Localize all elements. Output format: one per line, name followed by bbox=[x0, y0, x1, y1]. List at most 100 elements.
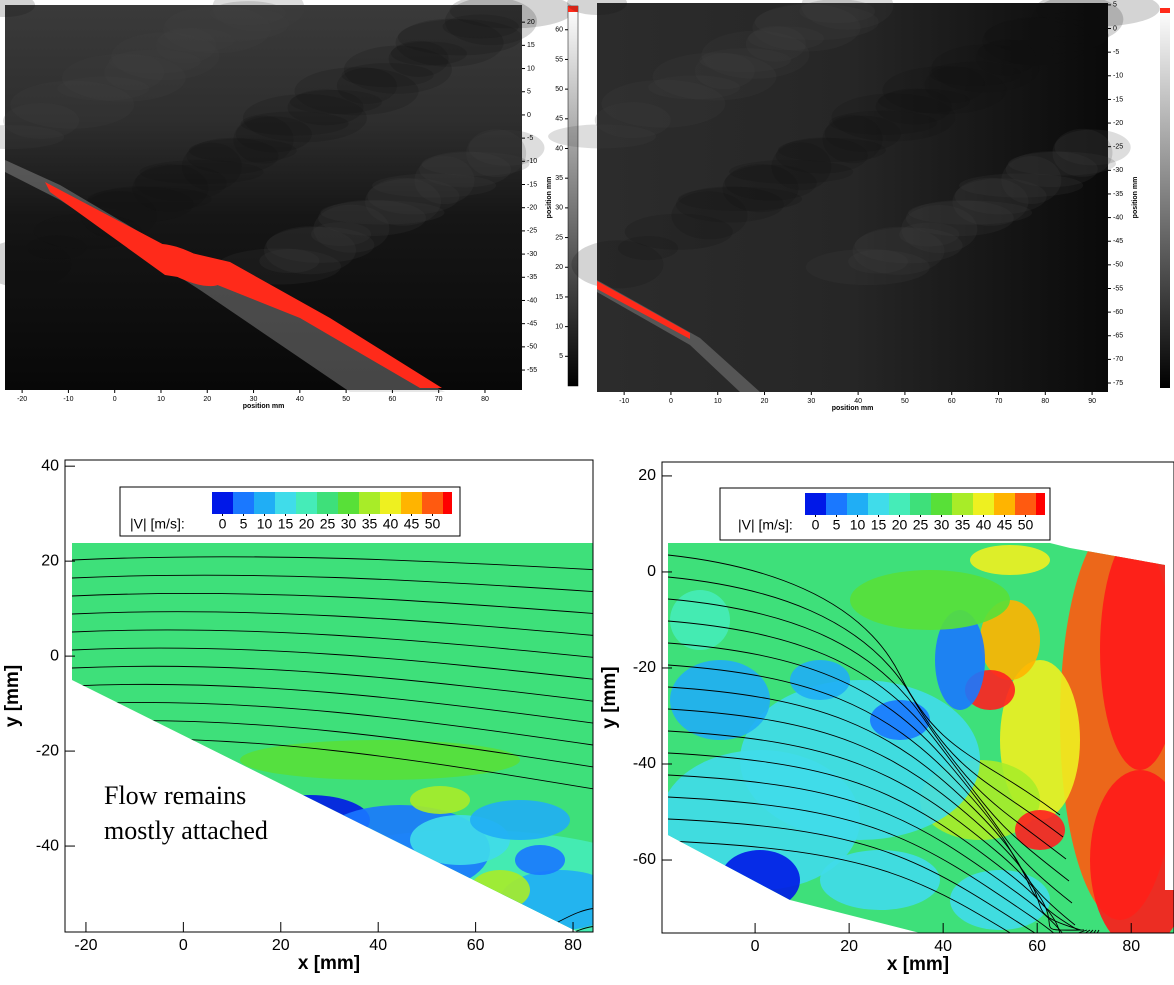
colorbar-tick-label: 10 bbox=[257, 516, 273, 532]
x-tick-label: 30 bbox=[807, 398, 815, 405]
y-tick-label: -40 bbox=[1113, 214, 1123, 221]
y-tick-label: -55 bbox=[1113, 285, 1123, 292]
contour-region bbox=[240, 740, 520, 780]
y-tick-label: 0 bbox=[647, 563, 656, 580]
x-tick-label: 0 bbox=[669, 398, 673, 405]
contour-region bbox=[1015, 810, 1065, 850]
y-tick-label: -40 bbox=[527, 297, 537, 304]
colorbar-tick-label: 35 bbox=[362, 516, 378, 532]
contour-region bbox=[870, 700, 930, 740]
y-axis-label: position mm bbox=[546, 177, 553, 219]
colorbar-top bbox=[1036, 493, 1045, 515]
y-axis-label: position mm bbox=[1132, 177, 1139, 219]
x-axis-label: position mm bbox=[832, 405, 874, 412]
texture bbox=[571, 240, 663, 288]
y-tick-label: -60 bbox=[633, 851, 656, 868]
texture bbox=[806, 249, 930, 285]
colorbar-bin bbox=[994, 493, 1015, 515]
colorbar-bin bbox=[254, 492, 275, 514]
x-tick-label: 40 bbox=[854, 398, 862, 405]
y-tick-label: -20 bbox=[1113, 120, 1123, 127]
colorbar-tick-label: 25 bbox=[320, 516, 336, 532]
y-tick-label: 15 bbox=[527, 42, 535, 49]
colorbar-bin bbox=[212, 492, 233, 514]
colorbar-bin bbox=[296, 492, 317, 514]
colorbar-tick-label: 30 bbox=[555, 205, 563, 212]
y-tick-label: -20 bbox=[633, 659, 656, 676]
y-tick-label: 20 bbox=[527, 19, 535, 26]
colorbar-tick-label: 20 bbox=[892, 517, 908, 533]
contour-region bbox=[970, 545, 1050, 575]
y-tick-label: -70 bbox=[1113, 356, 1123, 363]
y-tick-label: -15 bbox=[1113, 96, 1123, 103]
colorbar-bin bbox=[805, 493, 826, 515]
velocity-field bbox=[65, 460, 670, 974]
colorbar-bin bbox=[380, 492, 401, 514]
contour-region bbox=[670, 590, 730, 650]
annotation: Flow remains mostly attached bbox=[104, 778, 304, 848]
colorbar-tick-label: 35 bbox=[555, 175, 563, 182]
colorbar-tick-label: 40 bbox=[976, 517, 992, 533]
colorbar-bin bbox=[275, 492, 296, 514]
colorbar-label: |V| [m/s]: bbox=[130, 516, 185, 532]
colorbar-tick-label: 5 bbox=[240, 516, 248, 532]
colorbar-tick-label: 50 bbox=[425, 516, 441, 532]
colorbar-tick-label: 0 bbox=[812, 517, 820, 533]
colorbar-bin bbox=[422, 492, 443, 514]
y-tick-label: -40 bbox=[36, 837, 59, 854]
x-tick-label: 70 bbox=[995, 398, 1003, 405]
y-tick-label: -20 bbox=[36, 742, 59, 759]
colorbar-bin bbox=[826, 493, 847, 515]
texture bbox=[62, 54, 186, 102]
y-tick-label: 5 bbox=[1113, 2, 1117, 9]
colorbar-bin bbox=[931, 493, 952, 515]
x-tick-label: 20 bbox=[272, 937, 290, 954]
contour-region bbox=[515, 845, 565, 875]
y-tick-label: -5 bbox=[527, 135, 533, 142]
colorbar-tick-label: 50 bbox=[555, 86, 563, 93]
x-tick-label: -20 bbox=[74, 937, 97, 954]
colorbar-tick-label: 5 bbox=[559, 353, 563, 360]
colorbar-bin bbox=[889, 493, 910, 515]
colorbar-tick-label: 10 bbox=[850, 517, 866, 533]
texture bbox=[548, 124, 656, 148]
y-axis-label: y [mm] bbox=[2, 665, 23, 727]
colorbar-top bbox=[443, 492, 452, 514]
x-tick-label: 20 bbox=[203, 396, 211, 403]
colorbar-tick-label: 15 bbox=[555, 294, 563, 301]
colorbar-tick-label: 35 bbox=[955, 517, 971, 533]
y-tick-label: -10 bbox=[1113, 73, 1123, 80]
colorbar-bin bbox=[1015, 493, 1036, 515]
x-axis-label: position mm bbox=[243, 403, 285, 410]
x-tick-label: 60 bbox=[948, 398, 956, 405]
colorbar-bin bbox=[401, 492, 422, 514]
colorbar bbox=[568, 6, 578, 386]
y-tick-label: -60 bbox=[1113, 309, 1123, 316]
x-tick-label: 80 bbox=[1041, 398, 1049, 405]
x-tick-label: 0 bbox=[751, 938, 760, 955]
contour-region bbox=[470, 800, 570, 840]
x-tick-label: 80 bbox=[481, 396, 489, 403]
y-tick-label: -75 bbox=[1113, 380, 1123, 387]
x-tick-label: 60 bbox=[389, 396, 397, 403]
x-tick-label: 50 bbox=[901, 398, 909, 405]
contour-region bbox=[670, 660, 770, 740]
x-tick-label: 0 bbox=[113, 396, 117, 403]
y-tick-label: 0 bbox=[50, 647, 59, 664]
colorbar-bin bbox=[973, 493, 994, 515]
x-tick-label: -10 bbox=[619, 398, 629, 405]
x-tick-label: 70 bbox=[435, 396, 443, 403]
x-tick-label: 40 bbox=[934, 938, 952, 955]
contour-region bbox=[950, 870, 1050, 930]
y-tick-label: -20 bbox=[527, 205, 537, 212]
y-tick-label: -40 bbox=[633, 755, 656, 772]
x-tick-label: 90 bbox=[1088, 398, 1096, 405]
colorbar-tick-label: 5 bbox=[833, 517, 841, 533]
colorbar-tick-label: 55 bbox=[555, 56, 563, 63]
y-tick-label: 40 bbox=[41, 457, 59, 474]
colorbar-tick-label: 30 bbox=[341, 516, 357, 532]
x-tick-label: 40 bbox=[369, 937, 387, 954]
colorbar-tick-label: 10 bbox=[555, 323, 563, 330]
y-tick-label: 5 bbox=[527, 89, 531, 96]
colorbar-tick-label: 15 bbox=[278, 516, 294, 532]
